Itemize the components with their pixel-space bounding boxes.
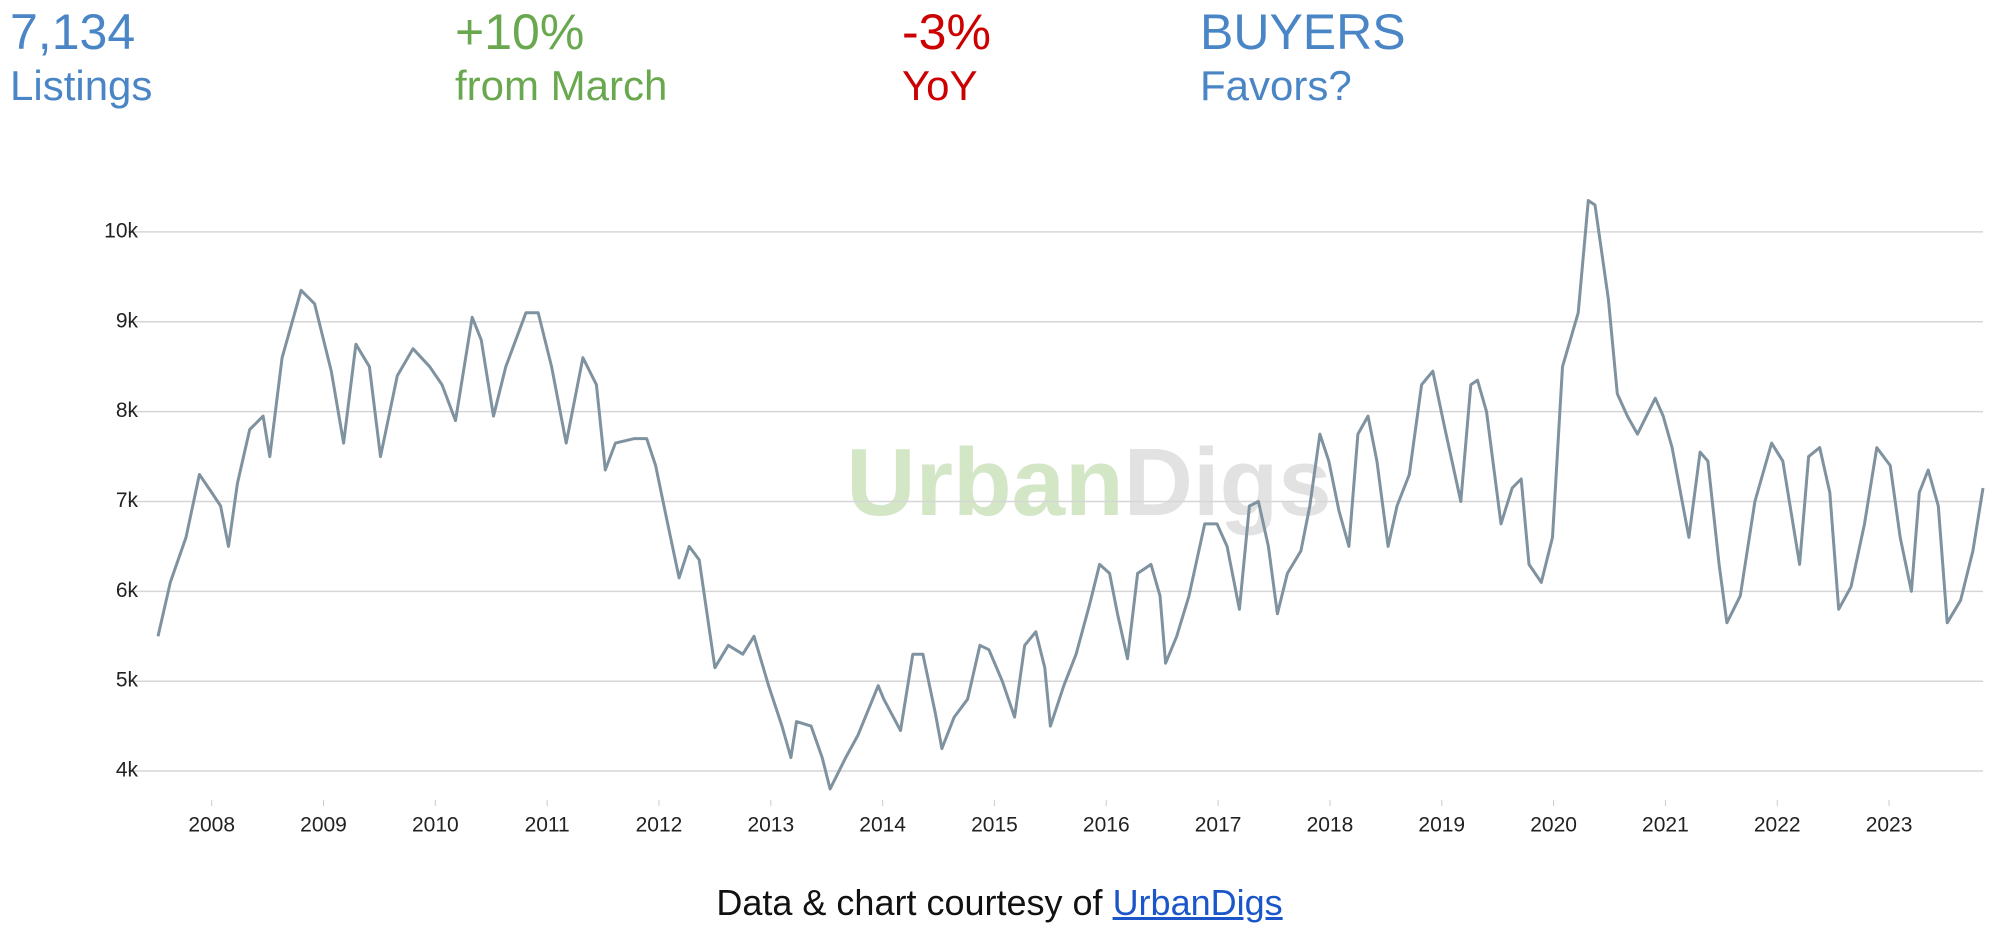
footer-text: Data & chart courtesy of xyxy=(716,882,1103,923)
y-tick-label: 4k xyxy=(116,759,139,782)
x-tick-label: 2009 xyxy=(300,814,347,837)
footer-link[interactable]: UrbanDigs xyxy=(1112,882,1283,923)
stat-label: YoY xyxy=(902,61,978,109)
y-tick-label: 9k xyxy=(116,309,139,332)
stat-label: from March xyxy=(455,61,668,109)
data-line xyxy=(156,199,1985,791)
stat: BUYERS Favors? xyxy=(1200,4,1406,110)
watermark: UrbanDigs xyxy=(846,429,1331,536)
stat-value: -3% xyxy=(902,4,991,60)
chart: UrbanDigs 4k 5k 6k 7k 8k 9k 10k 2008 2009 2010 2011… xyxy=(104,199,1985,837)
x-tick-label: 2021 xyxy=(1642,814,1689,837)
x-tick-label: 2019 xyxy=(1418,814,1465,837)
watermark-part: Urban xyxy=(846,429,1123,536)
x-tick-label: 2015 xyxy=(971,814,1018,837)
x-tick-label: 2016 xyxy=(1083,814,1130,837)
stat-label: Favors? xyxy=(1200,61,1352,109)
x-tick-label: 2011 xyxy=(525,814,570,837)
stat-value: 7,134 xyxy=(10,4,136,60)
x-tick-label: 2014 xyxy=(859,814,906,837)
y-tick-label: 8k xyxy=(116,399,139,422)
stat-value: +10% xyxy=(455,4,585,60)
stat: +10% from March xyxy=(455,4,667,110)
watermark-part: Digs xyxy=(1124,429,1332,536)
x-tick-label: 2013 xyxy=(747,814,794,837)
x-tick-label: 2017 xyxy=(1195,814,1242,837)
stat: -3% YoY xyxy=(902,4,991,110)
x-tick-label: 2023 xyxy=(1866,814,1913,837)
y-tick-label: 7k xyxy=(116,489,139,512)
x-tick-label: 2020 xyxy=(1530,814,1577,837)
stat-label: Listings xyxy=(10,61,153,109)
x-tick-label: 2010 xyxy=(412,814,459,837)
y-tick-label: 5k xyxy=(116,669,139,692)
stat-value: BUYERS xyxy=(1200,4,1406,60)
x-tick-label: 2012 xyxy=(636,814,683,837)
x-tick-label: 2008 xyxy=(188,814,235,837)
x-tick-label: 2022 xyxy=(1754,814,1801,837)
stat: 7,134 Listings xyxy=(10,4,152,110)
x-tick-label: 2018 xyxy=(1307,814,1354,837)
footer: Data & chart courtesy of UrbanDigs xyxy=(0,882,1999,924)
y-tick-label: 10k xyxy=(104,219,138,242)
y-tick-label: 6k xyxy=(116,579,139,602)
